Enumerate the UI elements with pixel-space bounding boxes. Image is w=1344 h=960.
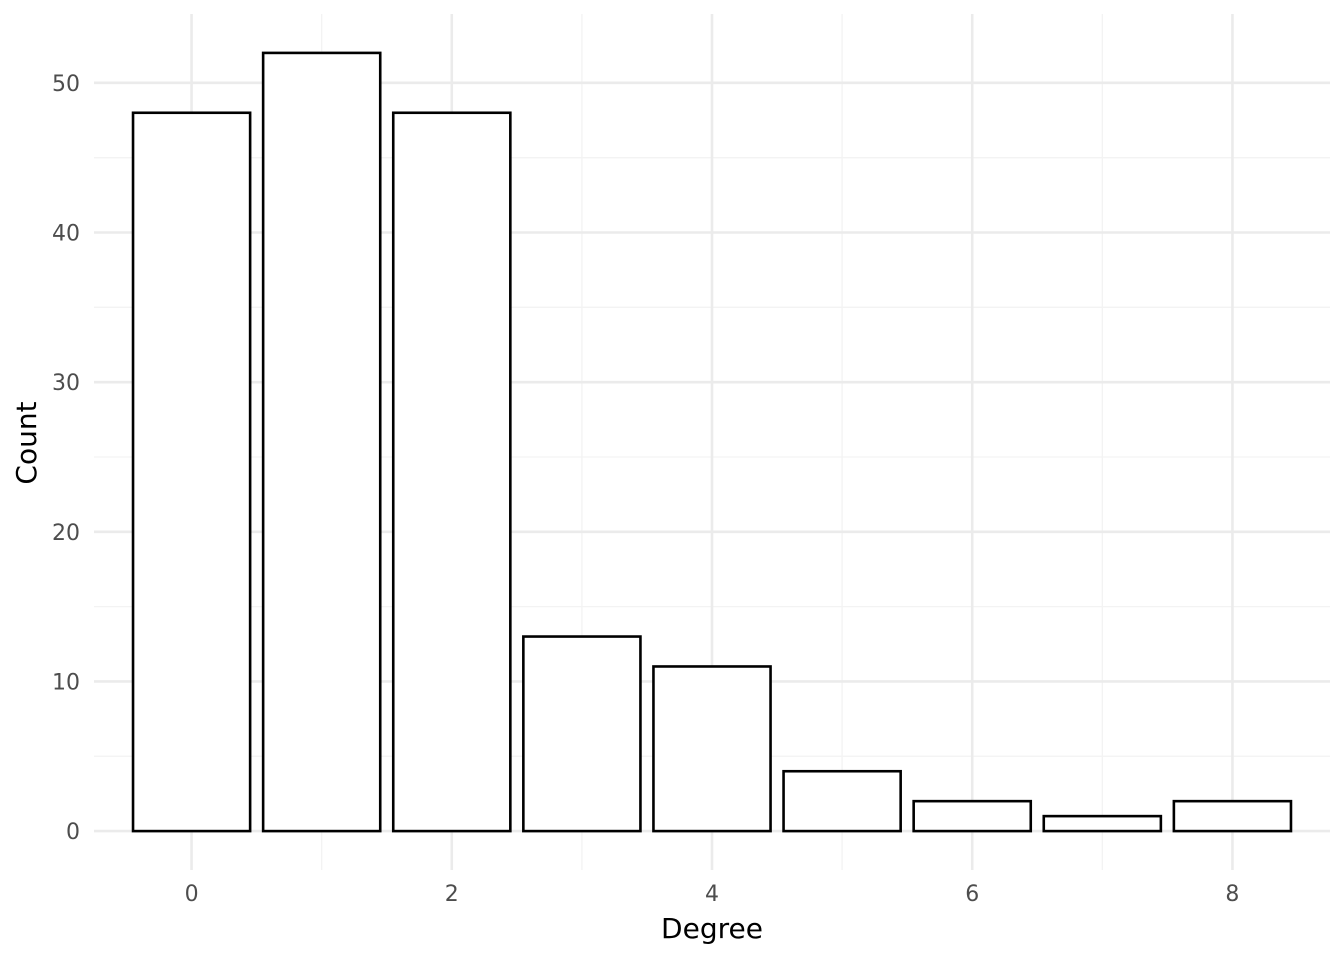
x-axis-title: Degree (661, 912, 763, 945)
y-tick-label: 50 (52, 72, 80, 97)
bar-degree-2 (391, 111, 512, 833)
y-tick-labels: 0 10 20 30 40 50 (52, 72, 80, 845)
y-tick-label: 20 (52, 521, 80, 546)
bar-degree-3 (522, 635, 642, 833)
bars (131, 51, 1293, 833)
bar-degree-6 (912, 799, 1033, 833)
y-axis-title: Count (10, 401, 43, 484)
bar-degree-8 (1172, 799, 1293, 833)
y-tick-label: 10 (52, 670, 80, 695)
bar-degree-7 (1042, 814, 1163, 833)
bar-degree-1 (261, 51, 382, 833)
x-tick-label: 8 (1225, 882, 1239, 907)
x-tick-label: 4 (705, 882, 719, 907)
y-tick-label: 0 (66, 820, 80, 845)
x-tick-labels: 0 2 4 6 8 (185, 882, 1240, 907)
x-tick-label: 2 (445, 882, 459, 907)
x-tick-label: 6 (965, 882, 979, 907)
bar-degree-4 (652, 665, 772, 833)
y-tick-label: 40 (52, 221, 80, 246)
bar-degree-0 (131, 111, 252, 833)
bar-degree-5 (782, 769, 902, 833)
y-tick-label: 30 (52, 371, 80, 396)
x-tick-label: 0 (185, 882, 199, 907)
